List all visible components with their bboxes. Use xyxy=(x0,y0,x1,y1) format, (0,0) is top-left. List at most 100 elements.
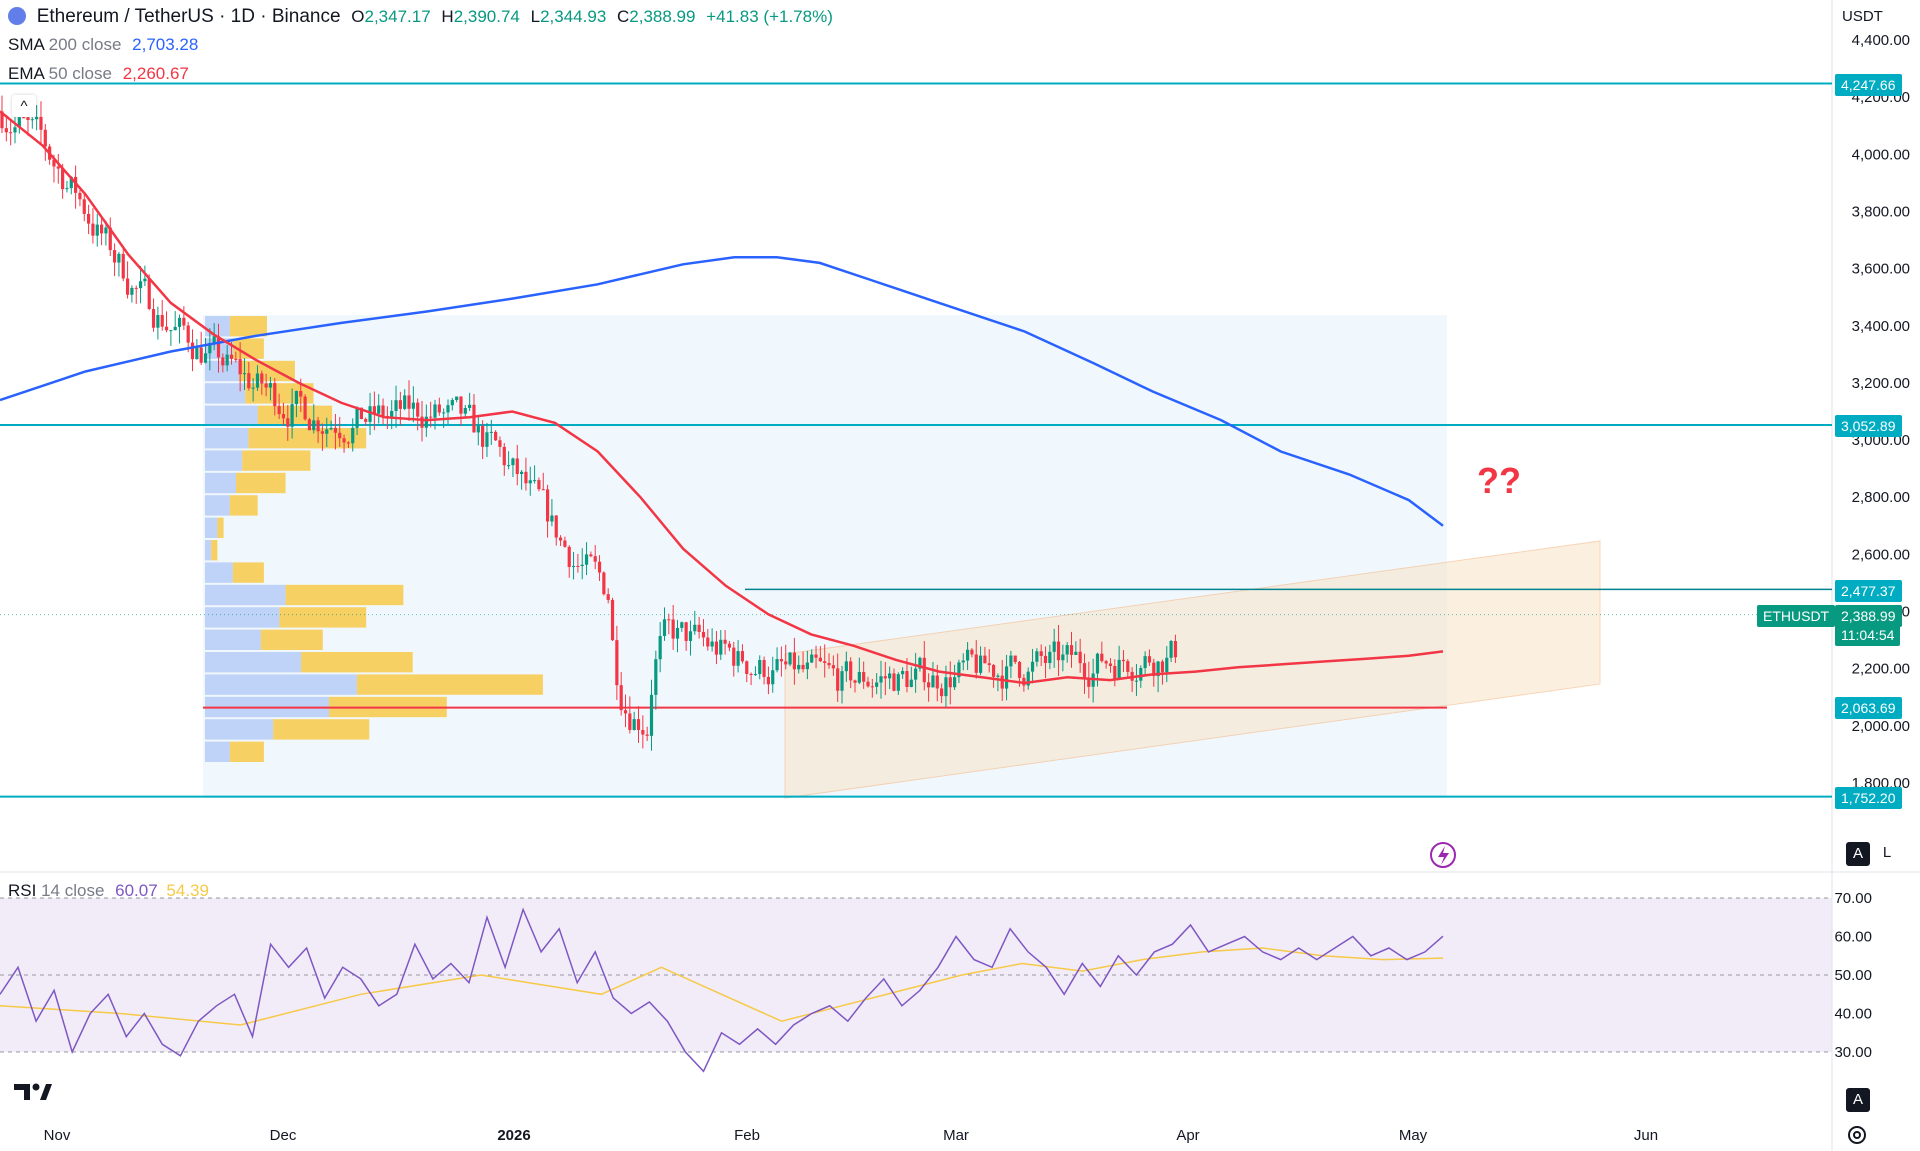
candle-up xyxy=(433,404,437,418)
volume-profile-sell-bar xyxy=(239,360,295,382)
auto-scale-button[interactable]: A xyxy=(1846,842,1870,866)
candle-up xyxy=(1117,659,1121,680)
collapse-button[interactable]: ^ xyxy=(12,95,36,117)
question-annotation: ?? xyxy=(1477,460,1521,501)
volume-profile-sell-bar xyxy=(232,562,264,583)
candle-up xyxy=(1156,661,1160,677)
candle-down xyxy=(481,425,485,447)
candle-up xyxy=(584,554,589,565)
candle-down xyxy=(970,649,974,655)
last-price-tag: 2,388.99 xyxy=(1835,605,1902,627)
lightning-icon[interactable] xyxy=(1430,842,1456,868)
sma-legend[interactable]: SMA 200 close 2,703.28 xyxy=(8,35,198,55)
candle-up xyxy=(1165,657,1169,673)
time-axis[interactable]: Nov Dec 2026 Feb Mar Apr May Jun xyxy=(44,1127,1658,1144)
candle-down xyxy=(9,132,13,134)
candle-down xyxy=(541,489,545,491)
candle-up xyxy=(571,565,576,567)
volume-profile-buy-bar xyxy=(205,472,236,494)
candle-up xyxy=(931,675,935,688)
volume-profile-buy-bar xyxy=(205,383,246,404)
candle-up xyxy=(688,631,693,641)
price-axis[interactable]: 4,400.004,200.004,000.003,800.003,600.00… xyxy=(1852,32,1910,792)
candle-down xyxy=(818,657,822,662)
candle-up xyxy=(710,641,714,647)
candle-up xyxy=(1139,668,1143,681)
candle-up xyxy=(680,622,684,628)
level-tag-4247: 4,247.66 xyxy=(1835,74,1902,96)
candle-down xyxy=(727,643,732,648)
candle-down xyxy=(987,663,991,666)
candle-up xyxy=(95,224,99,236)
candle-up xyxy=(840,671,844,691)
candle-up xyxy=(797,664,801,670)
currency-label[interactable]: USDT xyxy=(1842,8,1883,25)
time-tick-label: Jun xyxy=(1634,1127,1658,1144)
candle-down xyxy=(831,665,835,669)
candle-up xyxy=(632,719,636,730)
volume-profile-sell-bar xyxy=(285,584,404,606)
open-value: 2,347.17 xyxy=(364,7,431,26)
candle-up xyxy=(693,624,697,632)
candle-up xyxy=(442,412,446,414)
candle-down xyxy=(922,657,926,683)
candle-up xyxy=(1026,671,1030,686)
candle-down xyxy=(43,129,47,147)
candle-up xyxy=(918,657,922,669)
candle-up xyxy=(1009,655,1013,667)
candle-down xyxy=(853,680,857,683)
high-value: 2,390.74 xyxy=(453,7,520,26)
candle-up xyxy=(104,227,108,234)
time-tick-label: Feb xyxy=(734,1127,760,1144)
candle-down xyxy=(628,713,632,730)
symbol-header: Ethereum / TetherUS · 1D · Binance O2,34… xyxy=(8,6,833,28)
candle-up xyxy=(805,662,809,670)
candle-up xyxy=(489,431,493,433)
candle-down xyxy=(216,336,221,358)
candle-down xyxy=(537,480,541,490)
candle-down xyxy=(381,405,385,416)
high-label: H xyxy=(441,7,454,26)
gear-icon[interactable] xyxy=(1848,1126,1866,1144)
candle-down xyxy=(641,730,645,735)
candle-down xyxy=(182,317,186,326)
volume-profile-buy-bar xyxy=(205,607,280,628)
level-tag-1752: 1,752.20 xyxy=(1835,787,1902,809)
level-tag-3052: 3,052.89 xyxy=(1835,415,1902,437)
candle-down xyxy=(1056,641,1061,661)
candle-down xyxy=(697,624,701,632)
candle-down xyxy=(221,357,225,366)
candle-down xyxy=(277,406,281,415)
rsi-tick-label: 30.00 xyxy=(1834,1044,1872,1061)
volume-profile-sell-bar xyxy=(260,629,323,650)
candle-up xyxy=(195,347,199,360)
candle-down xyxy=(87,213,91,224)
candle-down xyxy=(238,359,242,375)
candle-down xyxy=(472,404,476,433)
candle-up xyxy=(17,117,21,128)
sma-label: SMA xyxy=(8,35,44,54)
candle-up xyxy=(1169,640,1173,658)
candle-down xyxy=(151,308,156,328)
candle-up xyxy=(355,407,359,428)
ema-legend[interactable]: EMA 50 close 2,260.67 xyxy=(8,64,189,84)
candle-up xyxy=(1061,654,1065,661)
time-tick-label: Nov xyxy=(44,1127,71,1144)
candle-down xyxy=(372,406,376,414)
candle-down xyxy=(1000,675,1004,689)
candle-down xyxy=(199,347,203,363)
candle-down xyxy=(164,326,169,331)
rsi-auto-button[interactable]: A xyxy=(1846,1088,1870,1112)
candle-up xyxy=(649,694,654,736)
candle-down xyxy=(420,416,424,428)
candle-down xyxy=(247,373,251,389)
tradingview-logo xyxy=(14,1083,52,1100)
candle-up xyxy=(30,119,34,121)
log-scale-button[interactable]: L xyxy=(1882,844,1892,861)
volume-profile-buy-bar xyxy=(205,562,233,583)
candle-down xyxy=(749,674,753,676)
rsi-legend[interactable]: RSI 14 close 60.07 54.39 xyxy=(8,881,209,901)
candle-down xyxy=(121,253,125,279)
candle-up xyxy=(978,655,983,673)
